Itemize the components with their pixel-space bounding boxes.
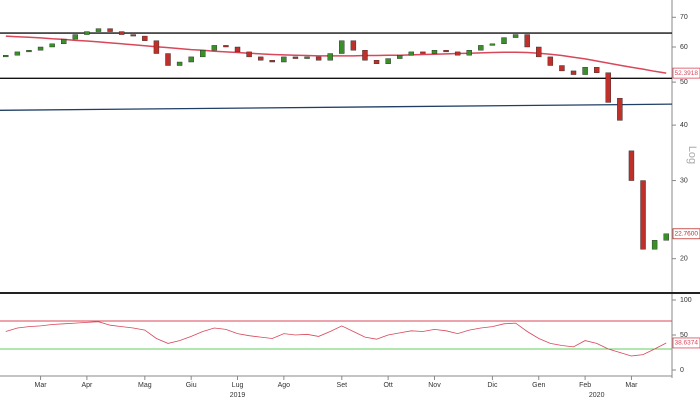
candle bbox=[49, 43, 55, 48]
price-tag bbox=[672, 337, 700, 349]
candle bbox=[651, 240, 658, 250]
candle bbox=[512, 34, 519, 38]
candle bbox=[362, 50, 368, 61]
candle bbox=[246, 51, 252, 58]
candle bbox=[26, 50, 32, 53]
candle bbox=[466, 50, 472, 56]
candle bbox=[234, 46, 241, 53]
candle bbox=[281, 56, 287, 63]
candle bbox=[211, 45, 218, 51]
candle bbox=[408, 51, 415, 56]
x-tick-label: Mag bbox=[138, 382, 152, 389]
candle bbox=[431, 50, 438, 54]
x-tick-label: Mar bbox=[35, 382, 48, 389]
year-label: 2019 bbox=[230, 392, 246, 399]
candle bbox=[582, 67, 588, 75]
y-tick-label: 50 bbox=[680, 332, 688, 339]
y-tick-label: 60 bbox=[680, 44, 688, 51]
candle bbox=[61, 38, 67, 45]
candle bbox=[153, 40, 160, 54]
y-tick-label: 20 bbox=[680, 256, 688, 263]
candle bbox=[269, 60, 275, 63]
candle bbox=[223, 45, 229, 48]
rsi-line bbox=[5, 321, 667, 357]
candle bbox=[3, 54, 9, 58]
candle bbox=[304, 56, 310, 59]
candle bbox=[165, 53, 171, 66]
candle bbox=[454, 51, 461, 56]
candle bbox=[559, 65, 565, 72]
candle bbox=[501, 37, 507, 45]
candle bbox=[443, 50, 449, 53]
x-tick-label: Giu bbox=[186, 382, 197, 389]
y-tick-label: 50 bbox=[680, 79, 688, 86]
price-tag bbox=[672, 228, 700, 240]
candle bbox=[292, 56, 299, 59]
x-tick-label: Ago bbox=[278, 382, 291, 389]
y-tick-label: 40 bbox=[680, 122, 688, 129]
year-label: 2020 bbox=[589, 392, 605, 399]
candle bbox=[257, 56, 264, 61]
x-tick-label: Nov bbox=[428, 382, 441, 389]
y-tick-label: 0 bbox=[680, 367, 684, 374]
candle bbox=[640, 180, 646, 250]
candle bbox=[14, 51, 21, 56]
candle bbox=[628, 150, 635, 181]
x-tick-label: Lug bbox=[232, 382, 244, 389]
candle bbox=[350, 40, 357, 51]
candle bbox=[142, 35, 148, 41]
x-tick-label: Feb bbox=[579, 382, 591, 389]
candle bbox=[605, 72, 611, 103]
candle bbox=[176, 61, 183, 66]
candle bbox=[188, 56, 194, 63]
candle bbox=[593, 67, 600, 73]
candle bbox=[524, 34, 530, 48]
candle bbox=[547, 56, 554, 66]
scale-label: Log bbox=[686, 146, 698, 164]
candle bbox=[489, 43, 496, 46]
candle bbox=[478, 45, 484, 51]
candle bbox=[373, 60, 380, 64]
price-tag bbox=[672, 67, 700, 79]
price-tag-label: 22.7600 bbox=[675, 230, 699, 237]
candle bbox=[72, 34, 79, 40]
moving-average bbox=[5, 35, 667, 74]
trend-line bbox=[0, 103, 673, 111]
candle bbox=[385, 58, 391, 64]
candle bbox=[130, 34, 136, 37]
candle bbox=[315, 56, 322, 61]
y-tick-label: 100 bbox=[680, 297, 692, 304]
y-tick-label: 70 bbox=[680, 14, 688, 21]
x-tick-label: Apr bbox=[81, 382, 93, 389]
candle bbox=[570, 70, 577, 75]
candle bbox=[617, 97, 623, 121]
x-tick-label: Gen bbox=[532, 382, 545, 389]
candle bbox=[107, 28, 113, 32]
candle bbox=[95, 28, 102, 32]
candle bbox=[327, 53, 333, 61]
x-tick-label: Set bbox=[337, 382, 348, 389]
candle bbox=[339, 40, 345, 54]
price-tag-label: 52.3918 bbox=[675, 70, 699, 77]
candle bbox=[536, 46, 542, 58]
x-tick-label: Dic bbox=[487, 382, 498, 389]
candle bbox=[200, 50, 206, 58]
price-tag-label: 38.6374 bbox=[675, 340, 699, 347]
candle bbox=[84, 31, 90, 35]
candle bbox=[37, 46, 44, 51]
candle bbox=[420, 51, 426, 54]
x-tick-label: Ott bbox=[383, 382, 392, 389]
candle bbox=[118, 31, 125, 35]
candle bbox=[663, 233, 669, 241]
x-tick-label: Mar bbox=[625, 382, 638, 389]
candle bbox=[397, 54, 403, 59]
y-tick-label: 30 bbox=[680, 177, 688, 184]
